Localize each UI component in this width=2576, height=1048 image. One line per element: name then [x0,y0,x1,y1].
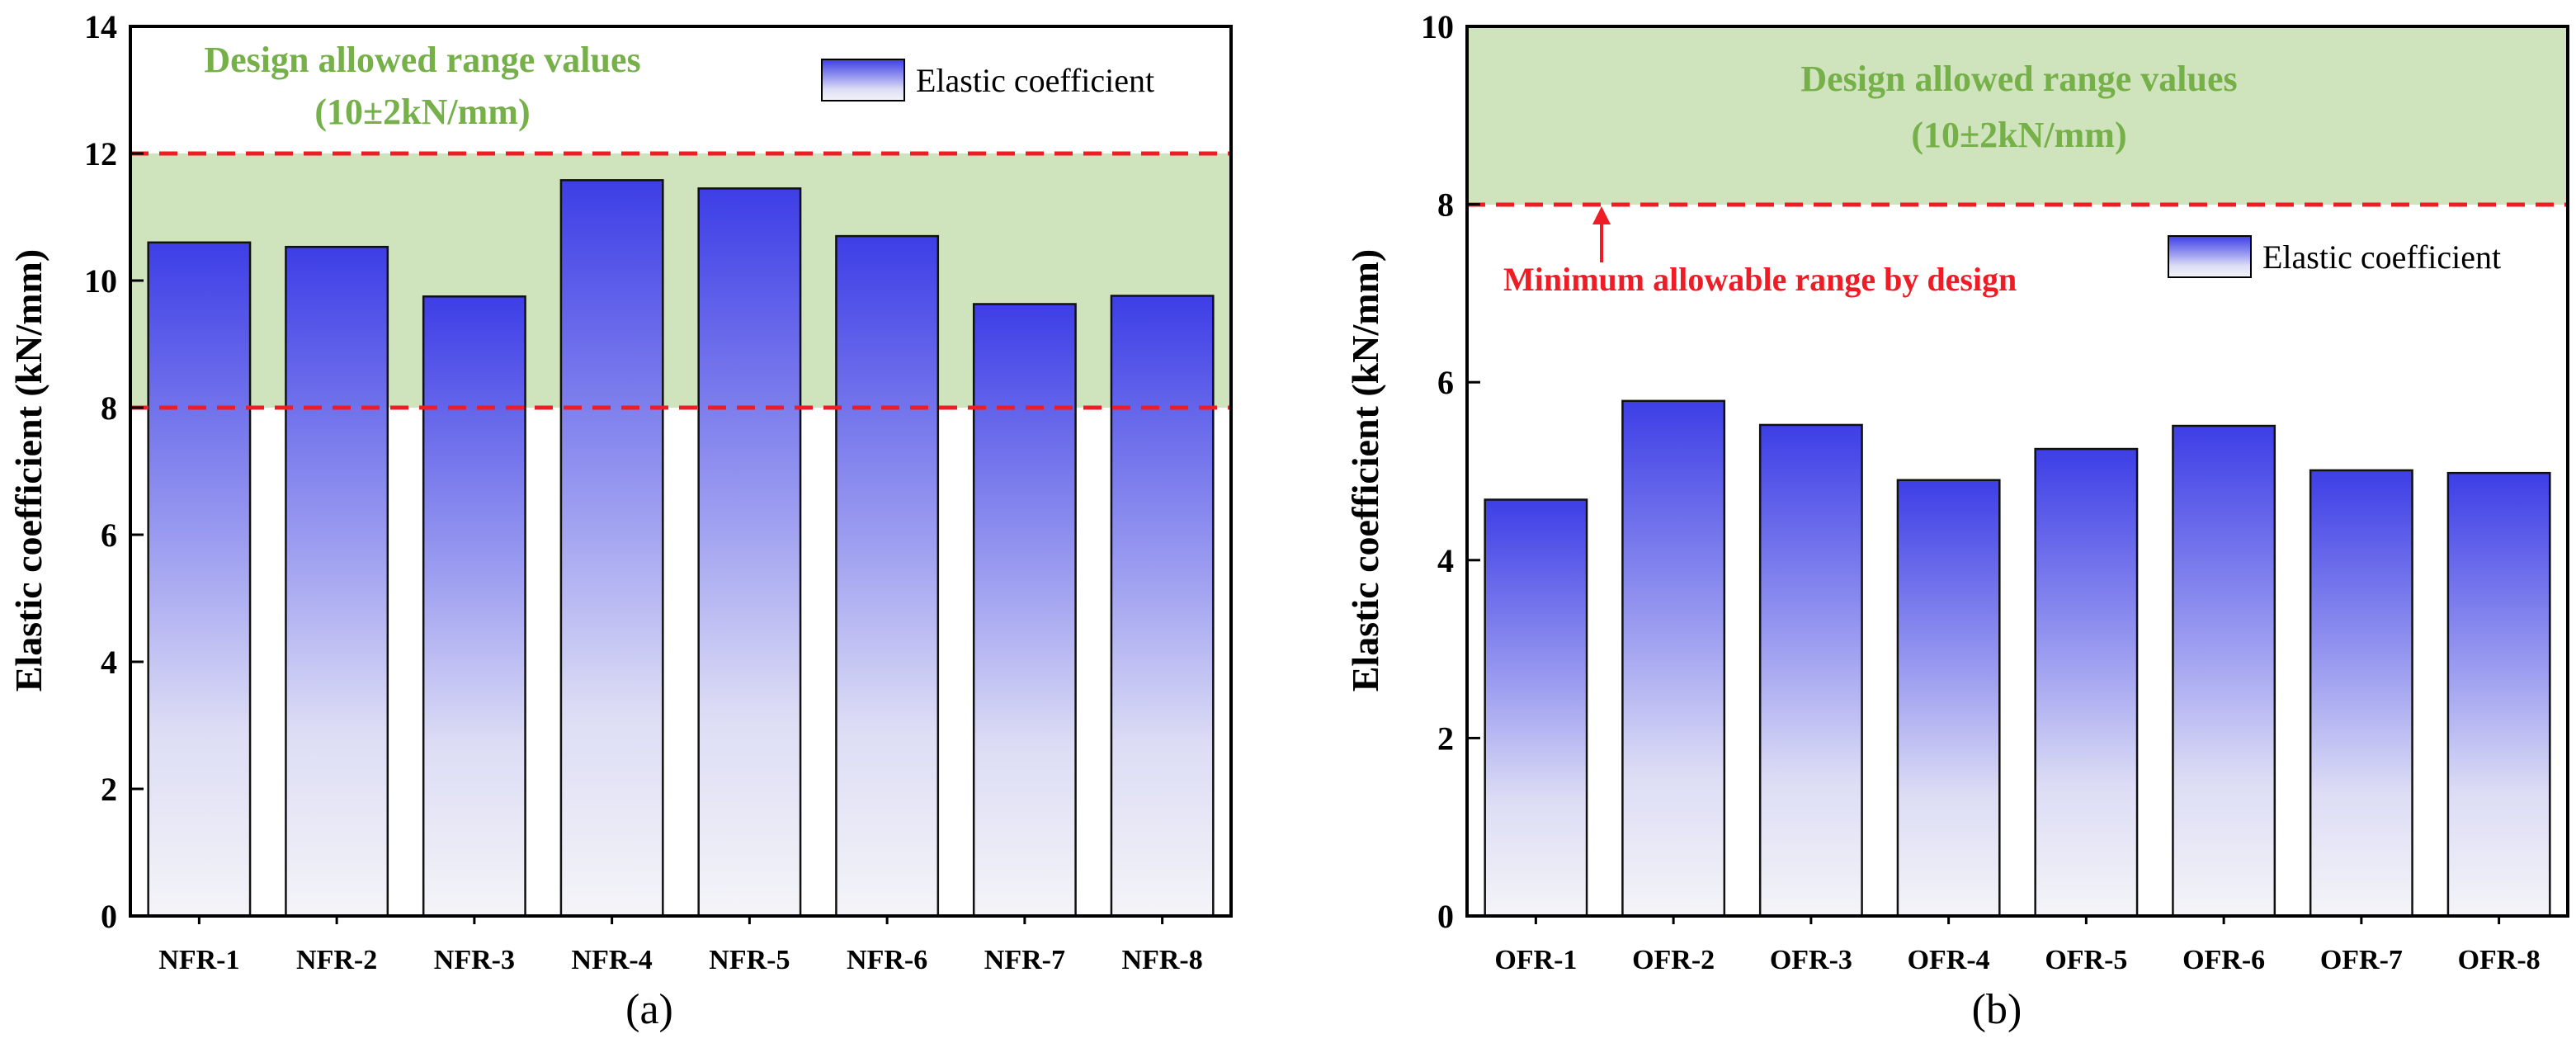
legend-swatch-a [821,59,905,101]
x-tick-label: OFR-6 [2182,945,2265,975]
bar-ofr-8 [2446,471,2551,918]
band-title-a-line1: Design allowed range values [204,40,640,80]
y-tick-label: 8 [101,389,117,427]
y-tick-label: 6 [101,517,117,554]
y-ticks-b: 0 2 4 6 8 10 [1421,8,1480,935]
y-tick-label: 4 [101,644,117,681]
legend-label-a: Elastic coefficient [916,62,1154,99]
bar-nfr-5 [697,187,802,918]
y-tick-label: 12 [84,135,117,172]
y-ticks-a: 0 2 4 6 8 10 12 14 [84,8,144,935]
x-tick-label: NFR-3 [434,945,515,975]
x-tick-label: OFR-2 [1632,945,1715,975]
x-tick-label: NFR-5 [709,945,790,975]
x-tick-label: OFR-5 [2045,945,2127,975]
bar-ofr-5 [2034,447,2139,918]
bar-nfr-4 [559,179,664,918]
x-tick-label: NFR-6 [847,945,927,975]
x-tick-label: NFR-1 [158,945,239,975]
x-tick-label: NFR-7 [984,945,1065,975]
x-tick-labels-a: NFR-1 NFR-2 NFR-3 NFR-4 NFR-5 NFR-6 NFR-7 NFR-8 [158,916,1203,975]
legend-swatch-b [2168,235,2252,278]
x-tick-label: OFR-8 [2458,945,2541,975]
x-tick-label: OFR-3 [1770,945,1852,975]
annotation-arrow-b [1592,206,1611,262]
x-tick-label: NFR-4 [572,945,653,975]
bars-a [147,179,1215,918]
bar-nfr-1 [147,241,252,918]
x-tick-labels-b: OFR-1 OFR-2 OFR-3 OFR-4 OFR-5 OFR-6 OFR-7 OFR-8 [1494,916,2541,975]
bar-ofr-3 [1758,423,1863,918]
bar-ofr-2 [1621,399,1726,918]
y-tick-label: 2 [101,771,117,808]
y-axis-title-a: Elastic coefficient (kN/mm) [7,249,50,692]
x-tick-label: NFR-2 [296,945,377,975]
band-title-a-line2: (10±2kN/mm) [314,92,530,132]
band-title-b-line1: Design allowed range values [1800,59,2237,99]
y-tick-label: 10 [84,262,117,300]
y-tick-label: 14 [84,8,117,45]
x-tick-label: OFR-4 [1908,945,1990,975]
y-tick-label: 10 [1421,8,1454,45]
panel-a: Elastic coefficient (kN/mm) Design allow… [7,8,1233,1033]
bar-nfr-3 [422,295,526,918]
bar-nfr-8 [1110,295,1215,918]
y-tick-label: 4 [1437,542,1454,579]
y-tick-label: 8 [1437,186,1454,224]
bar-nfr-7 [972,303,1077,918]
allowed-band-b [1467,26,2568,205]
bar-ofr-4 [1896,479,2001,918]
bars-b [1484,399,2551,918]
legend-b: Elastic coefficient [2168,235,2501,278]
panel-label-a: (a) [625,986,673,1033]
bar-nfr-2 [285,245,389,918]
annotation-b: Minimum allowable range by design [1503,261,2017,298]
y-tick-label: 6 [1437,364,1454,401]
bar-nfr-6 [835,234,940,918]
x-tick-label: OFR-7 [2320,945,2403,975]
bar-ofr-1 [1484,498,1588,918]
panel-label-b: (b) [1972,986,2022,1033]
y-axis-title-b: Elastic coefficient (kN/mm) [1344,249,1386,692]
plot-frame-b [1465,25,2569,918]
annotation-arrow-head [1592,206,1611,224]
panel-b: Elastic coefficient (kN/mm) Design allow… [1344,8,2569,1033]
legend-label-b: Elastic coefficient [2262,238,2501,276]
plot-frame-a [129,25,1233,918]
x-tick-label: NFR-8 [1122,945,1203,975]
band-title-b-line2: (10±2kN/mm) [1911,115,2126,155]
x-tick-label: OFR-1 [1494,945,1577,975]
legend-a: Elastic coefficient [821,59,1154,101]
y-tick-label: 2 [1437,720,1454,757]
y-tick-label: 0 [101,898,117,935]
y-tick-label: 0 [1437,898,1454,935]
bar-ofr-6 [2172,424,2276,918]
bar-ofr-7 [2309,469,2413,918]
